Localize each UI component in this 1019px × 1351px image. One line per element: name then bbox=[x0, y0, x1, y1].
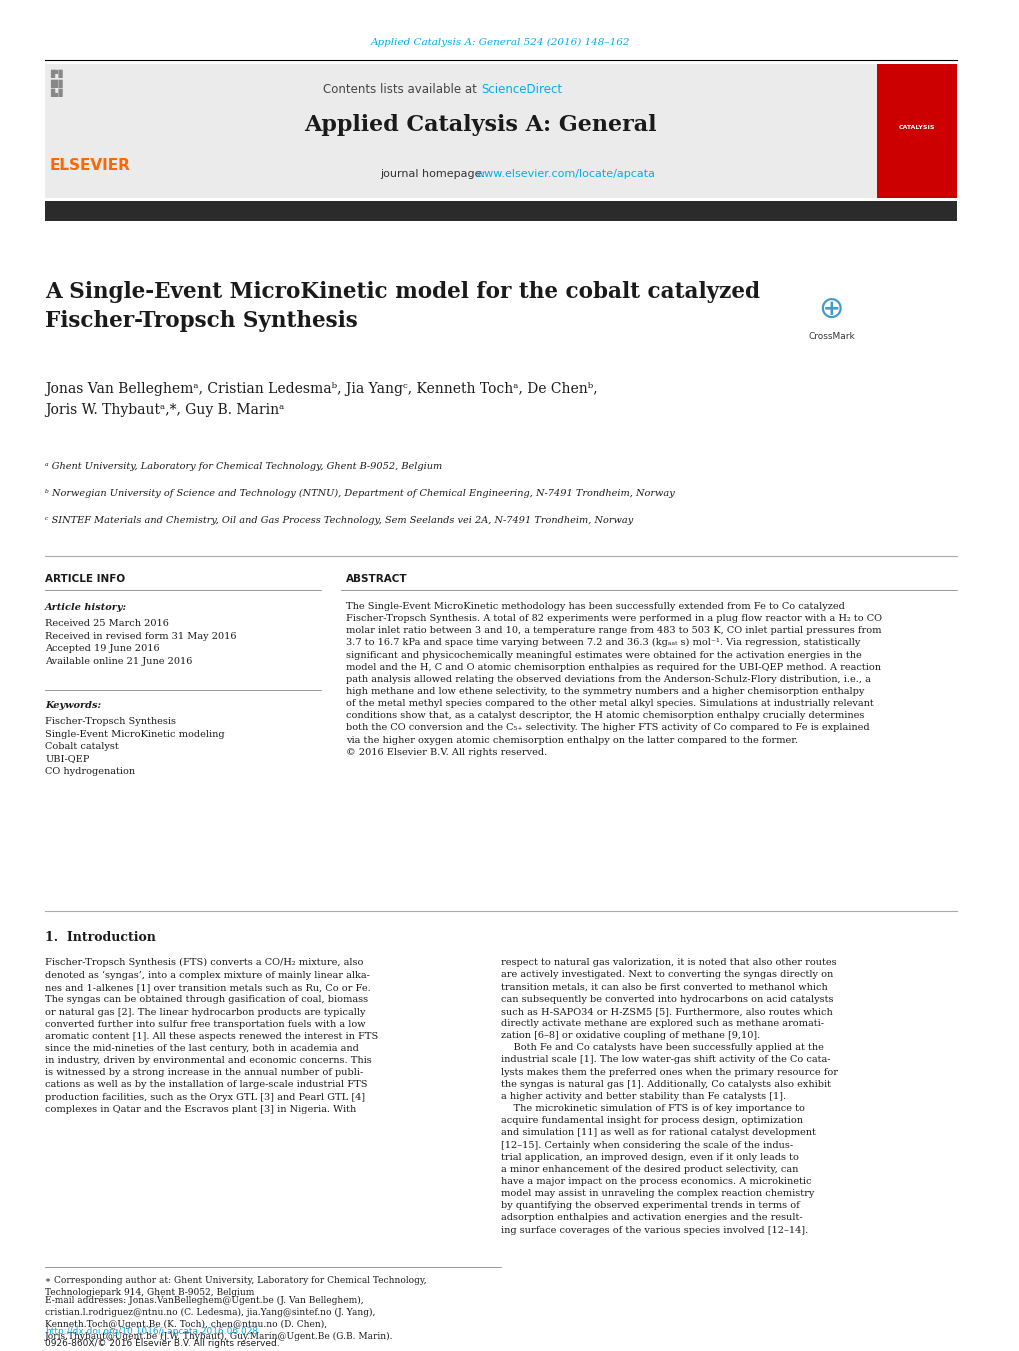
FancyBboxPatch shape bbox=[45, 201, 956, 222]
Text: Applied Catalysis A: General: Applied Catalysis A: General bbox=[305, 113, 656, 136]
Text: ᶜ SINTEF Materials and Chemistry, Oil and Gas Process Technology, Sem Seelands v: ᶜ SINTEF Materials and Chemistry, Oil an… bbox=[45, 516, 633, 526]
Text: 0926-860X/© 2016 Elsevier B.V. All rights reserved.: 0926-860X/© 2016 Elsevier B.V. All right… bbox=[45, 1339, 279, 1348]
Text: The Single-Event MicroKinetic methodology has been successfully extended from Fe: The Single-Event MicroKinetic methodolog… bbox=[345, 601, 880, 757]
Text: CATALYSIS: CATALYSIS bbox=[898, 124, 934, 130]
Text: Article history:: Article history: bbox=[45, 603, 127, 612]
Text: █▀█
███
█▄█: █▀█ ███ █▄█ bbox=[50, 70, 63, 97]
Text: Contents lists available at: Contents lists available at bbox=[323, 84, 480, 96]
Text: Received 25 March 2016
Received in revised form 31 May 2016
Accepted 19 June 201: Received 25 March 2016 Received in revis… bbox=[45, 619, 236, 666]
FancyBboxPatch shape bbox=[45, 65, 956, 199]
Text: CrossMark: CrossMark bbox=[807, 332, 854, 342]
Text: ᵇ Norwegian University of Science and Technology (NTNU), Department of Chemical : ᵇ Norwegian University of Science and Te… bbox=[45, 489, 675, 499]
Text: ᵃ Ghent University, Laboratory for Chemical Technology, Ghent B-9052, Belgium: ᵃ Ghent University, Laboratory for Chemi… bbox=[45, 462, 442, 471]
FancyBboxPatch shape bbox=[875, 65, 956, 199]
Text: ARTICLE INFO: ARTICLE INFO bbox=[45, 574, 125, 584]
Text: journal homepage:: journal homepage: bbox=[380, 169, 489, 178]
Text: ∗ Corresponding author at: Ghent University, Laboratory for Chemical Technology,: ∗ Corresponding author at: Ghent Univers… bbox=[45, 1275, 426, 1297]
Text: Keywords:: Keywords: bbox=[45, 701, 101, 711]
Text: Fischer-Tropsch Synthesis (FTS) converts a CO/H₂ mixture, also
denoted as ‘synga: Fischer-Tropsch Synthesis (FTS) converts… bbox=[45, 958, 378, 1113]
Text: ScienceDirect: ScienceDirect bbox=[480, 84, 561, 96]
Text: ELSEVIER: ELSEVIER bbox=[50, 158, 130, 173]
Text: E-mail addresses: Jonas.VanBelleghem@Ugent.be (J. Van Belleghem),
cristian.l.rod: E-mail addresses: Jonas.VanBelleghem@Uge… bbox=[45, 1296, 393, 1342]
Text: A Single-Event MicroKinetic model for the cobalt catalyzed
Fischer-Tropsch Synth: A Single-Event MicroKinetic model for th… bbox=[45, 281, 759, 332]
Text: 1.  Introduction: 1. Introduction bbox=[45, 931, 156, 944]
Text: http://dx.doi.org/10.1016/j.apcata.2016.06.028: http://dx.doi.org/10.1016/j.apcata.2016.… bbox=[45, 1327, 258, 1336]
Text: respect to natural gas valorization, it is noted that also other routes
are acti: respect to natural gas valorization, it … bbox=[500, 958, 837, 1235]
Text: ABSTRACT: ABSTRACT bbox=[345, 574, 407, 584]
Text: Applied Catalysis A: General 524 (2016) 148–162: Applied Catalysis A: General 524 (2016) … bbox=[371, 38, 630, 47]
Text: Fischer-Tropsch Synthesis
Single-Event MicroKinetic modeling
Cobalt catalyst
UBI: Fischer-Tropsch Synthesis Single-Event M… bbox=[45, 717, 224, 775]
Text: ⊕: ⊕ bbox=[818, 295, 844, 324]
Text: www.elsevier.com/locate/apcata: www.elsevier.com/locate/apcata bbox=[476, 169, 655, 178]
Text: Jonas Van Belleghemᵃ, Cristian Ledesmaᵇ, Jia Yangᶜ, Kenneth Tochᵃ, De Chenᵇ,
Jor: Jonas Van Belleghemᵃ, Cristian Ledesmaᵇ,… bbox=[45, 382, 597, 416]
